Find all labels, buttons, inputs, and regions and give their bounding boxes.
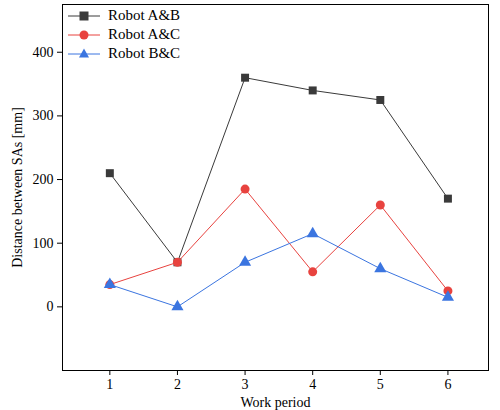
svg-text:6: 6 — [444, 377, 451, 392]
svg-text:100: 100 — [33, 236, 54, 251]
svg-text:2: 2 — [174, 377, 181, 392]
svg-text:1: 1 — [106, 377, 113, 392]
html-text:Robot A&B: Robot A&B — [108, 7, 181, 23]
svg-text:300: 300 — [33, 108, 54, 123]
svg-text:400: 400 — [33, 45, 54, 60]
svg-text:0: 0 — [47, 299, 54, 314]
svg-text:5: 5 — [377, 377, 384, 392]
svg-text:3: 3 — [242, 377, 249, 392]
svg-text:200: 200 — [33, 172, 54, 187]
html-text:Robot B&C: Robot B&C — [108, 45, 181, 61]
html-text:Robot A&C: Robot A&C — [108, 26, 181, 42]
svg-text:Work period: Work period — [240, 395, 310, 410]
svg-text:4: 4 — [309, 377, 316, 392]
svg-text:Distance between SAs [mm]: Distance between SAs [mm] — [10, 107, 25, 268]
